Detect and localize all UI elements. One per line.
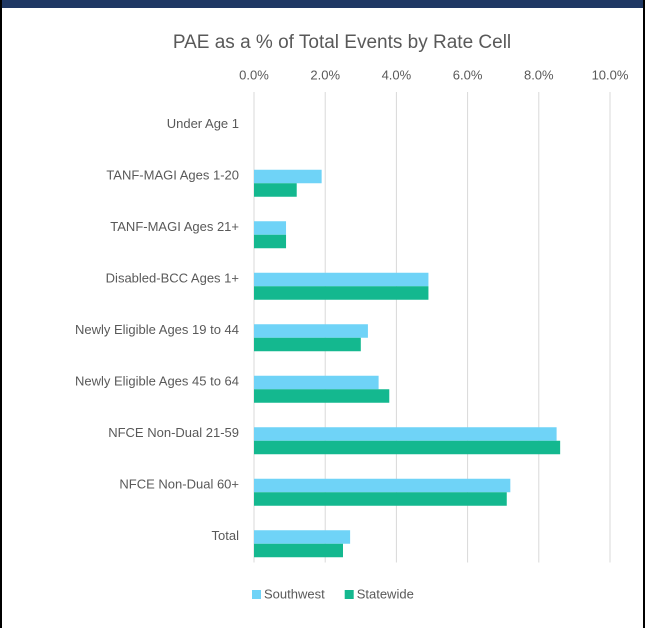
header-bar [0, 0, 645, 8]
y-tick-label: Disabled-BCC Ages 1+ [106, 271, 239, 286]
y-tick-label: TANF-MAGI Ages 21+ [110, 219, 239, 234]
y-tick-label: Newly Eligible Ages 45 to 64 [75, 374, 239, 389]
y-tick-label: Newly Eligible Ages 19 to 44 [75, 322, 239, 337]
bar [254, 169, 322, 184]
bar [254, 337, 361, 352]
y-tick-label: TANF-MAGI Ages 1-20 [106, 168, 239, 183]
bar [254, 221, 287, 235]
left-border [0, 0, 2, 628]
legend-swatch [344, 590, 354, 599]
x-tick-label: 2.0% [310, 67, 340, 82]
x-tick-label: 4.0% [382, 67, 412, 82]
x-tick-label: 8.0% [524, 67, 554, 82]
bar [254, 324, 368, 338]
x-tick-label: 10.0% [592, 67, 629, 82]
y-tick-label: Under Age 1 [167, 116, 239, 131]
chart-title: PAE as a % of Total Events by Rate Cell [173, 32, 511, 53]
legend-label: Statewide [357, 586, 414, 601]
bar [254, 286, 429, 300]
bar [254, 234, 287, 249]
legend-label: Southwest [264, 586, 325, 601]
x-tick-label: 6.0% [453, 67, 483, 82]
legend-swatch [252, 590, 261, 599]
bar [254, 492, 507, 506]
bar [254, 183, 297, 197]
bar [254, 375, 379, 390]
y-tick-label: Total [212, 528, 240, 543]
x-tick-label: 0.0% [239, 67, 269, 82]
bar [254, 272, 429, 287]
bar [254, 530, 351, 544]
y-tick-label: NFCE Non-Dual 21-59 [108, 425, 239, 440]
bar [254, 543, 343, 558]
bar [254, 478, 511, 493]
y-tick-label: NFCE Non-Dual 60+ [119, 477, 239, 492]
right-border [643, 0, 645, 628]
bar [254, 427, 557, 441]
bar [254, 389, 390, 403]
bar [254, 440, 561, 455]
